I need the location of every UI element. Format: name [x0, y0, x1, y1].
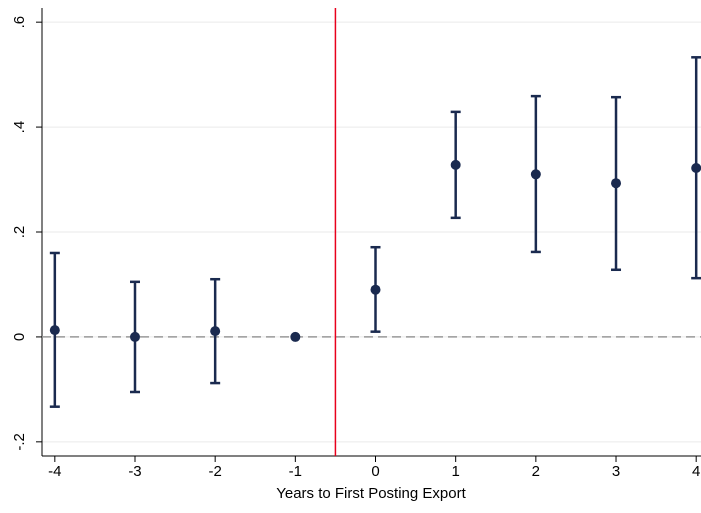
point: [530, 169, 541, 180]
x-tick-label: 0: [371, 463, 379, 480]
y-tick-label: .2: [11, 226, 28, 239]
x-tick-label: 4: [692, 463, 700, 480]
x-tick-label: 1: [452, 463, 460, 480]
point: [290, 331, 301, 342]
point: [450, 159, 461, 170]
x-tick-label: -1: [289, 463, 302, 480]
point: [210, 326, 221, 337]
x-tick-label: -3: [128, 463, 141, 480]
x-tick-label: 2: [532, 463, 540, 480]
point: [129, 331, 140, 342]
point: [691, 163, 701, 173]
y-tick-label: 0: [11, 333, 28, 341]
y-tick-label: -.2: [11, 433, 28, 451]
x-axis-label: Years to First Posting Export: [276, 485, 466, 502]
point: [370, 284, 381, 295]
point: [49, 325, 60, 336]
x-tick-label: -2: [208, 463, 221, 480]
x-tick-label: 3: [612, 463, 620, 480]
y-tick-label: .4: [11, 121, 28, 134]
y-tick-label: .6: [11, 16, 28, 29]
point: [611, 178, 622, 189]
x-tick-label: -4: [48, 463, 61, 480]
